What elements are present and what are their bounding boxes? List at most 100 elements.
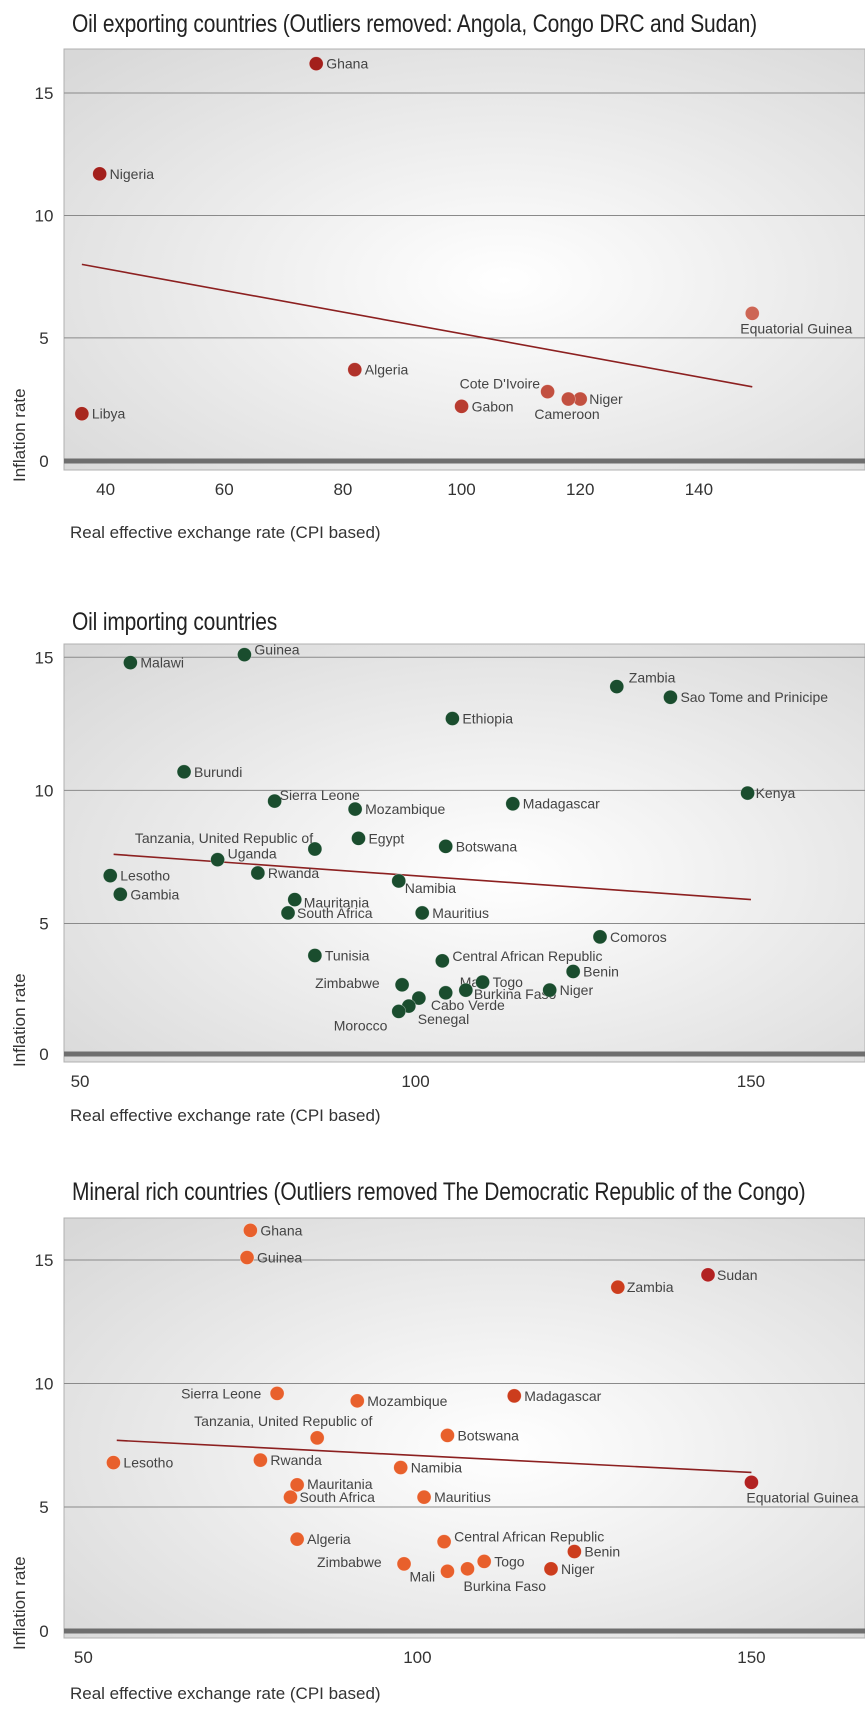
data-point-mauritius — [414, 905, 430, 921]
y-tick-label: 15 — [35, 84, 54, 103]
data-label-nigeria: Nigeria — [110, 166, 155, 182]
data-point-south-africa — [280, 905, 296, 921]
data-point-equatorial-guinea — [744, 306, 760, 321]
data-point-guinea — [239, 1250, 255, 1265]
data-point-guinea — [237, 647, 252, 662]
y-axis-label-mineral-rich: Inflation rate — [10, 1556, 29, 1650]
data-label-ethiopia: Ethiopia — [462, 711, 513, 727]
data-point-gambia — [113, 886, 128, 902]
data-point-togo — [475, 974, 490, 990]
data-label-burundi: Burundi — [194, 764, 242, 780]
data-point-ghana — [308, 56, 324, 71]
y-tick-label: 15 — [35, 648, 54, 667]
x-axis-label-oil-importing: Real effective exchange rate (CPI based) — [70, 1106, 381, 1125]
data-point-mozambique — [349, 1393, 365, 1409]
data-point-lesotho — [102, 868, 118, 883]
data-point-sierra-leone — [269, 1386, 285, 1401]
data-label-algeria: Algeria — [307, 1531, 351, 1547]
data-point-tunisia — [307, 948, 323, 963]
data-label-mauritius: Mauritius — [434, 1489, 491, 1505]
data-point-central-african-republic — [436, 1534, 452, 1549]
data-point-nigeria — [92, 166, 107, 182]
data-label-uganda: Uganda — [228, 846, 277, 862]
data-label-sao-tome-and-prinicipe: Sao Tome and Prinicipe — [680, 689, 828, 705]
data-point-sao-tome-and-prinicipe — [663, 689, 678, 705]
data-label-mozambique: Mozambique — [367, 1393, 447, 1409]
x-tick-label: 50 — [74, 1648, 93, 1667]
data-label-ghana: Ghana — [326, 56, 368, 72]
x-tick-label: 100 — [401, 1072, 429, 1091]
data-label-namibia: Namibia — [405, 880, 457, 896]
data-label-equatorial-guinea: Equatorial Guinea — [740, 320, 852, 336]
x-tick-label: 140 — [685, 480, 713, 499]
data-point-botswana — [440, 1428, 455, 1443]
y-tick-label: 10 — [35, 206, 54, 225]
data-point-sierra-leone — [267, 793, 282, 809]
data-point-zambia — [609, 679, 625, 694]
x-tick-label: 80 — [333, 480, 352, 499]
data-point-central-african-republic — [435, 953, 450, 969]
data-point-burundi — [176, 764, 192, 780]
data-point-burkina-faso — [460, 1561, 475, 1577]
y-tick-label: 0 — [39, 1622, 48, 1641]
x-axis-label-oil-exporting: Real effective exchange rate (CPI based) — [70, 523, 381, 542]
data-point-morocco — [391, 1004, 407, 1019]
data-point-cote-d-ivoire — [540, 384, 555, 399]
scatter-chart-oil-exporting: 0 5 10 15 40 60 80 100 120 140 Ghana Nigeria Equator… — [35, 48, 865, 499]
y-tick-label: 5 — [39, 329, 48, 348]
chart-title-mineral-rich: Mineral rich countries (Outliers removed… — [72, 1178, 806, 1206]
data-label-botswana: Botswana — [457, 1427, 519, 1443]
y-tick-label: 5 — [39, 1498, 48, 1517]
data-point-kenya — [740, 785, 755, 801]
data-label-botswana: Botswana — [456, 838, 518, 854]
data-point-cameroon — [561, 391, 576, 407]
data-label-madagascar: Madagascar — [524, 1388, 601, 1404]
y-tick-label: 15 — [35, 1251, 54, 1270]
data-point-mozambique — [347, 801, 363, 817]
data-point-cabo-verde — [411, 990, 427, 1006]
data-label-togo: Togo — [494, 1553, 525, 1569]
data-label-niger: Niger — [561, 1561, 595, 1577]
y-tick-label: 10 — [35, 1375, 54, 1394]
data-label-kenya: Kenya — [756, 785, 796, 801]
data-label-morocco: Morocco — [334, 1017, 388, 1033]
data-point-madagascar — [506, 1388, 522, 1404]
data-label-cameroon: Cameroon — [534, 406, 599, 422]
data-label-tunisia: Tunisia — [325, 948, 370, 964]
x-tick-label: 150 — [737, 1648, 765, 1667]
data-point-zimbabwe — [394, 977, 410, 993]
x-tick-label: 100 — [447, 480, 475, 499]
data-label-lesotho: Lesotho — [123, 1455, 173, 1471]
data-point-tanzania-united-republic-of — [309, 1430, 325, 1446]
data-point-equatorial-guinea — [744, 1475, 759, 1490]
data-label-algeria: Algeria — [365, 362, 409, 378]
y-tick-label: 0 — [39, 452, 48, 471]
data-point-malawi — [123, 655, 138, 670]
data-point-egypt — [351, 831, 366, 846]
data-point-libya — [74, 406, 90, 422]
data-point-mali — [440, 1563, 455, 1579]
x-axis-label-mineral-rich: Real effective exchange rate (CPI based) — [70, 1684, 381, 1703]
data-point-ghana — [243, 1223, 258, 1238]
data-label-malawi: Malawi — [140, 655, 184, 671]
data-point-sudan — [700, 1267, 716, 1283]
data-label-rwanda: Rwanda — [270, 1452, 322, 1468]
data-label-ghana: Ghana — [260, 1222, 302, 1238]
data-point-benin — [567, 1544, 582, 1559]
data-label-burkina-faso: Burkina Faso — [474, 986, 557, 1002]
data-label-libya: Libya — [92, 406, 126, 422]
trend-line — [116, 1439, 752, 1474]
data-label-togo: Togo — [493, 974, 524, 990]
data-label-niger: Niger — [589, 391, 623, 407]
chart-title-oil-exporting: Oil exporting countries (Outliers remove… — [72, 10, 757, 38]
data-label-guinea: Guinea — [257, 1250, 302, 1266]
data-label-zimbabwe: Zimbabwe — [317, 1554, 382, 1570]
data-label-equatorial-guinea: Equatorial Guinea — [746, 1489, 858, 1505]
data-point-botswana — [438, 839, 453, 854]
x-tick-label: 60 — [215, 480, 234, 499]
data-point-ethiopia — [445, 711, 460, 726]
data-point-comoros — [592, 929, 608, 945]
data-point-namibia — [393, 1460, 408, 1475]
